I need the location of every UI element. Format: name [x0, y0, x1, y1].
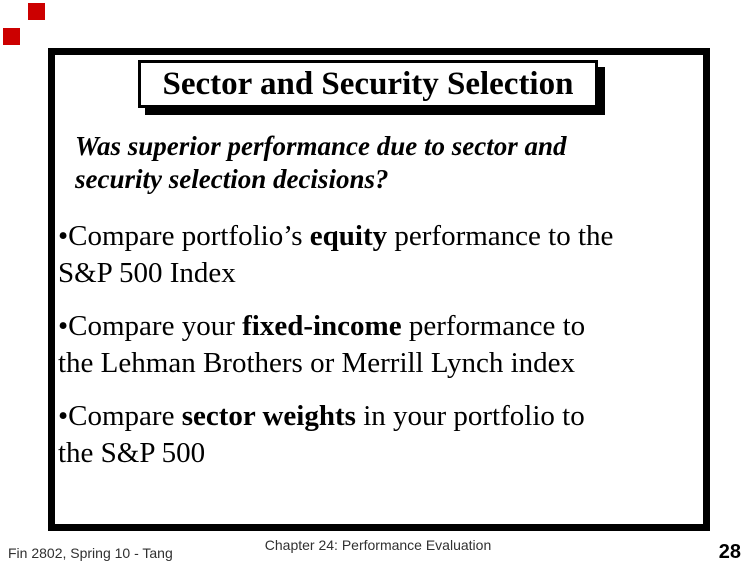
question-text: Was superior performance due to sector a… [75, 131, 567, 194]
bullet-item-sector-weights: •Compare sector weights in your portfoli… [58, 398, 708, 471]
bullet-text-pre: •Compare portfolio’s [58, 220, 310, 252]
slide-title-box: Sector and Security Selection [138, 60, 598, 108]
red-corner-accent-top [28, 3, 45, 20]
bullet-text-post: in your portfolio to the S&P 500 [58, 400, 585, 469]
slide-title: Sector and Security Selection [162, 65, 574, 102]
bullet-text-post: performance to the Lehman Brothers or Me… [58, 310, 586, 379]
bullet-text-post: performance to the S&P 500 Index [58, 220, 614, 289]
bullet-text-pre: •Compare [58, 400, 182, 432]
bullet-item-equity: •Compare portfolio’s equity performance … [58, 218, 708, 291]
bullet-item-fixed-income: •Compare your fixed-income performance t… [58, 308, 708, 381]
bullet-keyword: equity [309, 220, 388, 252]
footer-chapter-label: Chapter 24: Performance Evaluation [264, 537, 492, 553]
bullet-keyword: sector weights [181, 400, 356, 432]
footer-course-label: Fin 2802, Spring 10 - Tang [8, 545, 173, 561]
slide-border-frame [48, 48, 710, 531]
bullet-keyword: fixed-income [242, 310, 402, 342]
bullet-list: •Compare portfolio’s equity performance … [58, 218, 708, 488]
red-corner-accent-left [3, 28, 20, 45]
bullet-text-pre: •Compare your [58, 310, 243, 342]
page-number: 28 [718, 541, 741, 563]
